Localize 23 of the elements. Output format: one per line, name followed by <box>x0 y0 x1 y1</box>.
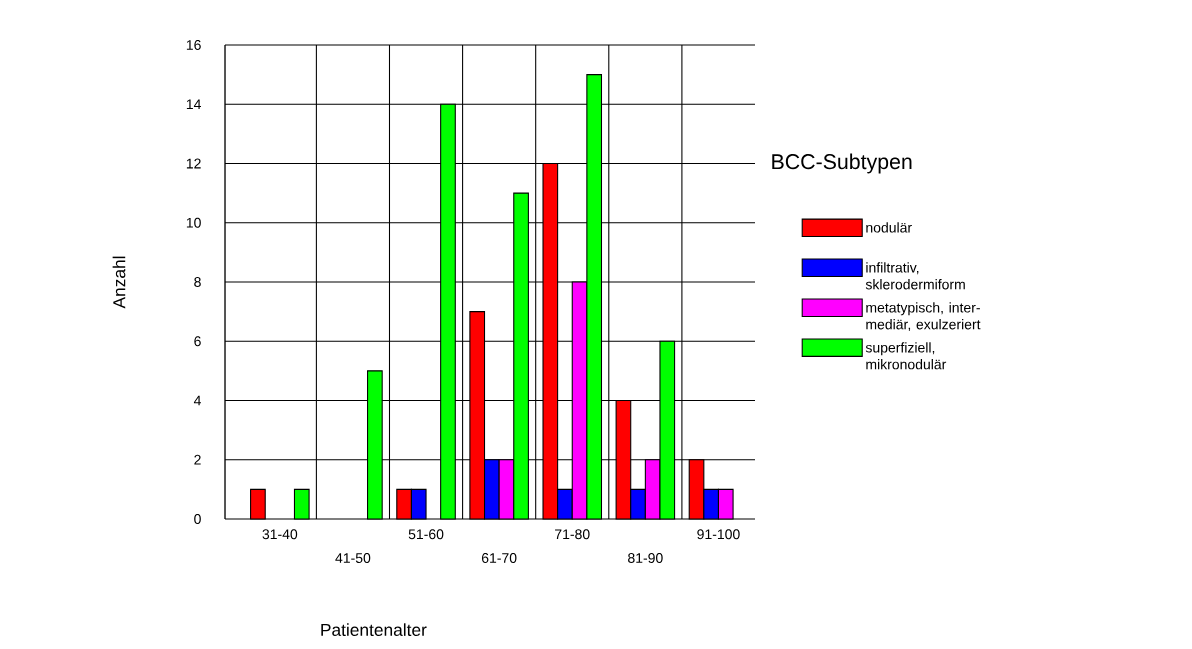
legend-label: metatypisch, inter-mediär, exulzeriert <box>866 302 981 332</box>
legend-label: nodulär <box>866 222 912 233</box>
y-axis-title: Anzahl <box>112 256 126 309</box>
x-tick-label: 31-40 <box>262 529 298 540</box>
x-tick-label: 61-70 <box>481 553 517 563</box>
legend-label: superfiziell, mikronodulär <box>865 342 947 370</box>
y-tick-label: 6 <box>194 336 201 347</box>
y-tick-label: 2 <box>194 454 201 465</box>
y-tick-label: 14 <box>186 99 201 110</box>
y-tick-label: 10 <box>186 217 201 228</box>
legend-label: infiltrativ, sklerodermiform <box>865 262 965 290</box>
legend-title: BCC-Subtypen <box>772 153 912 174</box>
x-tick-label: 91-100 <box>697 529 740 540</box>
y-tick-label: 8 <box>194 277 201 287</box>
x-tick-label: 71-80 <box>555 529 590 540</box>
y-tick-label: 0 <box>194 514 201 524</box>
x-tick-label: 41-50 <box>335 553 371 563</box>
x-tick-label: 51-60 <box>408 529 444 540</box>
y-tick-label: 4 <box>193 395 201 406</box>
x-tick-label: 81-90 <box>628 553 663 563</box>
y-tick-label: 12 <box>186 158 201 169</box>
x-axis-title: Patientenalter <box>321 623 427 637</box>
y-tick-label: 16 <box>186 40 201 50</box>
